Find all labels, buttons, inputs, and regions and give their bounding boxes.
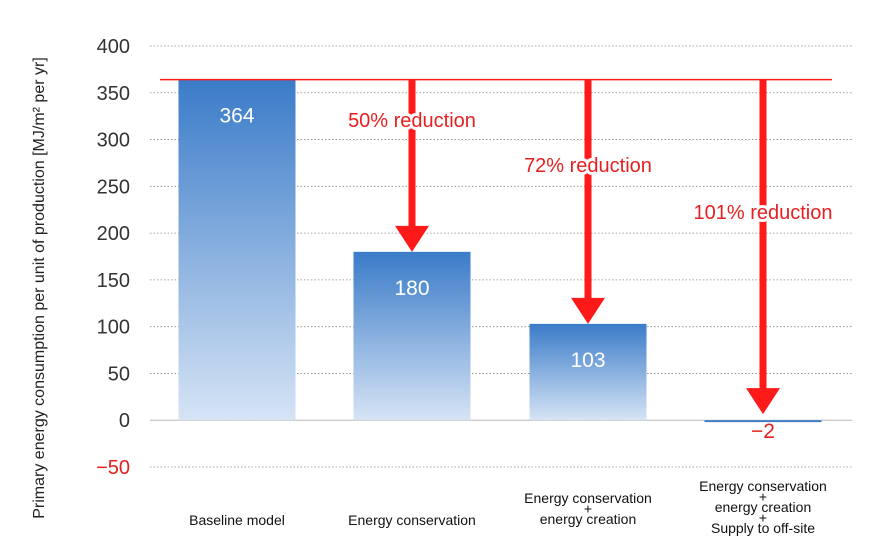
y-tick-label: 0 [119, 410, 130, 432]
arrow-head-0 [395, 225, 429, 252]
y-tick-labels: −50 0 50 100 150 200 250 300 350 400 [96, 36, 130, 479]
y-tick-label: 200 [97, 223, 130, 245]
x-tick-label-2: Energy conservation + energy creation [524, 490, 652, 527]
reduction-annotation-0: 50% reduction [348, 110, 476, 132]
y-axis-label: Primary energy consumption per unit of p… [31, 57, 48, 519]
bar-0 [178, 79, 296, 421]
x-tick-line: Energy conservation [348, 512, 476, 528]
x-tick-line: Baseline model [189, 512, 285, 528]
x-tick-line: energy creation [540, 511, 637, 527]
data-label-3: −2 [751, 420, 775, 443]
reduction-arrows [395, 79, 780, 415]
y-tick-label: 400 [97, 36, 130, 58]
x-tick-label-1: Energy conservation [348, 512, 476, 528]
arrow-head-1 [571, 297, 605, 324]
x-tick-label-3: Energy conservation + energy creation + Supp… [699, 478, 827, 536]
bars [178, 79, 822, 423]
bar-1 [353, 251, 471, 421]
arrow-head-2 [746, 388, 780, 415]
x-tick-labels: Baseline model Energy conservationEnergy … [189, 478, 827, 536]
x-tick-line: Energy conservation [524, 490, 652, 506]
y-tick-label: 100 [97, 317, 130, 339]
reduction-annotation-1: 72% reduction [524, 155, 652, 177]
y-tick-label: 150 [97, 270, 130, 292]
x-tick-line: energy creation [715, 499, 812, 515]
x-tick-line: Supply to off-site [711, 520, 815, 536]
reduction-annotation-2: 101% reduction [694, 202, 833, 224]
bar-3 [704, 420, 822, 423]
data-label-1: 180 [394, 277, 429, 300]
y-tick-label: 250 [97, 176, 130, 198]
data-label-2: 103 [570, 349, 605, 372]
y-tick-label: 50 [108, 363, 130, 385]
x-tick-line: + [759, 510, 767, 526]
bar-2 [529, 323, 647, 421]
y-tick-label: −50 [96, 457, 130, 479]
x-tick-line: Energy conservation [699, 478, 827, 494]
x-tick-line: + [759, 489, 767, 505]
x-tick-label-0: Baseline model [189, 512, 285, 528]
x-tick-line: + [584, 501, 592, 517]
y-tick-label: 300 [97, 130, 130, 152]
data-label-0: 364 [219, 105, 254, 128]
data-labels: 364 180 103 −2 [219, 105, 775, 444]
annotations: 50% reduction 72% reduction 101% reduction [345, 107, 835, 227]
y-tick-label: 350 [97, 83, 130, 105]
